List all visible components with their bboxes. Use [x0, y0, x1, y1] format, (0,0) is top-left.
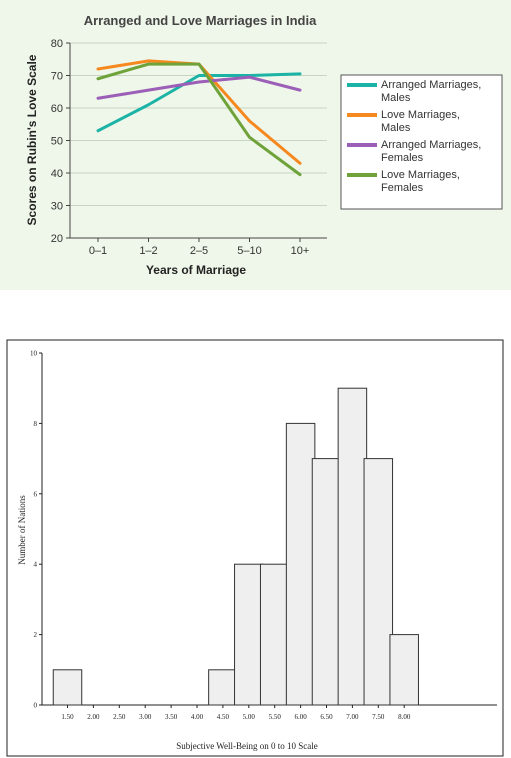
chart2-bar [259, 563, 290, 706]
chart1-y-tick-label: 30 [51, 201, 63, 213]
chart1-x-tick-label: 10+ [291, 245, 310, 257]
chart1-series-line-3 [96, 75, 302, 100]
chart2-x-tick-label: 2.00 [87, 713, 100, 721]
chart2-y-tick-label: 6 [34, 490, 38, 498]
well-being-histogram: 0 2 4 6 8 10 1.50 2.00 2.50 3.00 3.50 4.00 4.50 5.00… [6, 339, 504, 757]
chart1-y-tick-label: 70 [51, 71, 63, 83]
chart2-bar [52, 669, 83, 706]
chart1-series-line-4 [96, 62, 302, 177]
chart2-x-tick-label: 2.50 [113, 713, 126, 721]
chart2-bar [363, 458, 394, 706]
chart2-x-tick-label: 6.00 [294, 713, 307, 721]
chart2-x-tick-label: 4.50 [217, 713, 230, 721]
chart2-x-tick-label: 3.50 [165, 713, 178, 721]
chart2-bar [337, 387, 368, 706]
chart1-y-axis-label: Scores on Rubin's Love Scale [25, 54, 39, 225]
chart1-title: Arranged and Love Marriages in India [84, 13, 317, 28]
chart1-x-tick-label: 0–1 [89, 245, 107, 257]
chart2-x-tick-label: 7.00 [346, 713, 359, 721]
chart1-legend-entry-3: Arranged Marriages, Females [381, 139, 481, 164]
chart1-y-tick-label: 40 [51, 168, 63, 180]
chart2-x-tick-label: 7.50 [372, 713, 385, 721]
chart1-x-tick-label: 1–2 [139, 245, 157, 257]
chart2-x-tick-label: 5.00 [243, 713, 256, 721]
chart1-legend-box [340, 74, 503, 210]
chart2-y-tick-label: 8 [34, 420, 38, 428]
chart1-legend-entry-2: Love Marriages, Males [381, 109, 460, 134]
chart2-bar [389, 634, 419, 706]
chart1-y-tick-label: 60 [51, 103, 63, 115]
chart1-x-tick-label: 2–5 [190, 245, 208, 257]
chart2-x-tick-label: 3.00 [139, 713, 152, 721]
chart2-bar [234, 563, 264, 706]
chart2-x-tick-label: 5.50 [269, 713, 282, 721]
chart1-x-tick-label: 5–10 [237, 245, 261, 257]
chart1-legend-entry-1: Arranged Marriages, Males [381, 79, 481, 104]
chart1-y-tick-label: 50 [51, 136, 63, 148]
love-marriage-line-chart: Arranged and Love Marriages in India 20 3… [0, 0, 511, 290]
chart2-x-tick-label: 8.00 [398, 713, 411, 721]
chart1-legend: Arranged Marriages, Males Love Marriages, M… [347, 79, 481, 194]
chart2-y-tick-label: 10 [30, 350, 38, 358]
chart2-y-axis-label: Number of Nations [17, 495, 27, 565]
chart2-x-tick-label: 4.00 [191, 713, 204, 721]
chart1-legend-entry-4: Love Marriages, Females [381, 169, 460, 194]
chart2-y-tick-label: 0 [34, 702, 38, 710]
chart2-x-tick-label: 1.50 [61, 713, 74, 721]
chart1-y-tick-label: 80 [51, 38, 63, 50]
chart2-x-tick-label: 6.50 [320, 713, 333, 721]
chart2-bar [311, 458, 342, 706]
chart1-x-axis-label: Years of Marriage [146, 263, 246, 277]
chart1-y-tick-label: 20 [51, 233, 63, 245]
chart2-bar [208, 669, 238, 706]
chart2-bar [285, 422, 316, 706]
chart2-y-tick-label: 4 [34, 561, 38, 569]
chart2-y-tick-label: 2 [34, 631, 38, 639]
chart2-x-axis-label: Subjective Well-Being on 0 to 10 Scale [176, 741, 318, 751]
chart1-series-line-1 [96, 72, 302, 133]
